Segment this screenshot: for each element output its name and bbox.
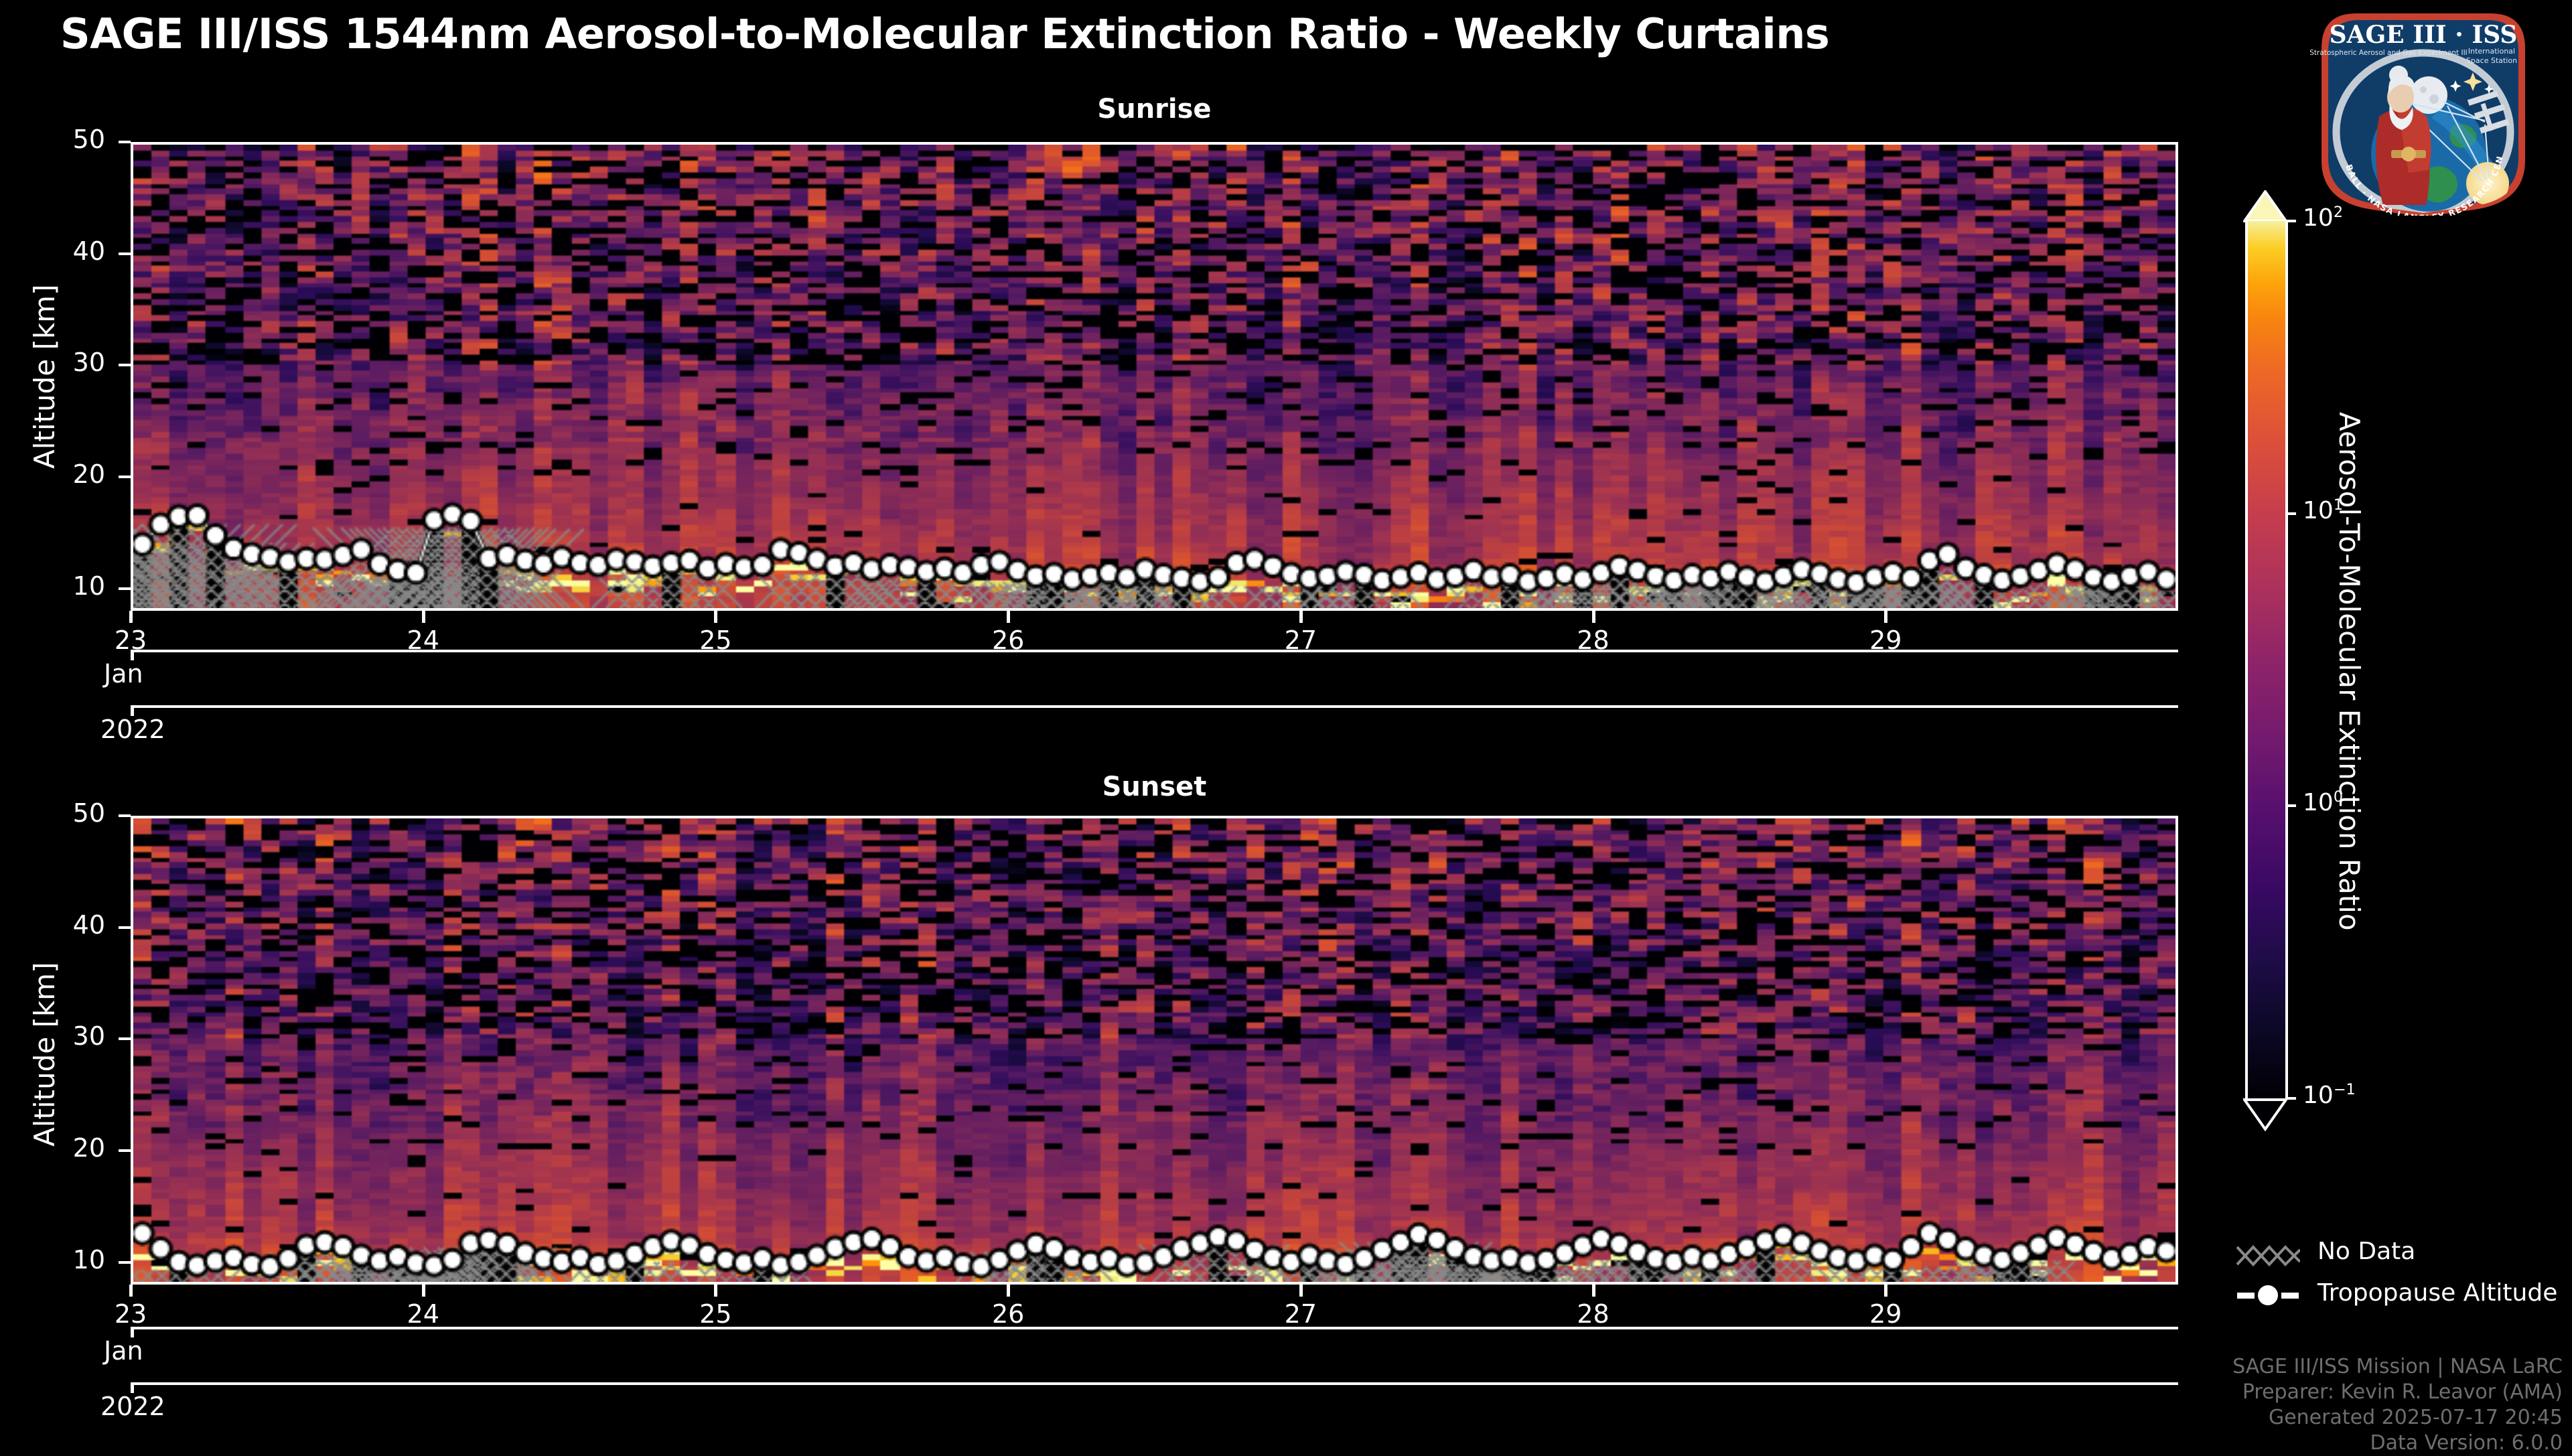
y-tick-mark [119, 587, 131, 590]
month-level-rule-sunrise [131, 650, 2178, 652]
y-tick-label: 30 [72, 348, 105, 378]
colorbar-tick-mark [2285, 220, 2296, 222]
y-tick-mark [119, 141, 131, 143]
y-tick-mark [119, 1037, 131, 1041]
colorbar-extend-bottom-arrow [2243, 1098, 2289, 1131]
month-label-sunrise: Jan [104, 659, 143, 688]
legend-label-tropopause: Tropopause Altitude [2317, 1279, 2558, 1307]
logo-subtitle-right-1: International [2468, 47, 2515, 56]
colorbar-tick-label: 101 [2303, 496, 2344, 524]
footer-line-version: Data Version: 6.0.0 [2370, 1431, 2563, 1455]
x-tick-mark [1591, 611, 1595, 623]
heatmap-plot-sunrise [131, 142, 2178, 611]
y-tick-mark [119, 926, 131, 929]
page-title: SAGE III/ISS 1544nm Aerosol-to-Molecular… [60, 9, 1830, 58]
y-tick-label: 10 [72, 571, 105, 601]
x-tick-mark [1007, 1285, 1011, 1297]
y-tick-label: 20 [72, 459, 105, 489]
y-tick-mark [119, 476, 131, 478]
logo-subtitle-right-2: Space Station [2466, 56, 2517, 65]
colorbar-extend-top-arrow [2243, 190, 2289, 222]
y-tick-label: 20 [72, 1133, 105, 1163]
x-tick-label: 29 [1869, 1299, 1902, 1329]
x-tick-label: 28 [1577, 1299, 1610, 1329]
x-tick-mark [1884, 611, 1888, 623]
x-tick-mark [1884, 1285, 1888, 1297]
tropopause-marker-icon [2237, 1285, 2299, 1305]
x-tick-mark [421, 611, 425, 623]
year-label-sunrise: 2022 [100, 715, 165, 744]
footer-line-preparer: Preparer: Kevin R. Leavor (AMA) [2242, 1380, 2563, 1404]
y-tick-mark [119, 1149, 131, 1152]
colorbar-tick-mark [2285, 804, 2296, 808]
x-tick-mark [421, 1285, 425, 1297]
year-level-tick-sunrise [131, 705, 134, 716]
x-tick-mark [1299, 611, 1303, 623]
y-tick-mark [119, 814, 131, 817]
colorbar-tick-mark [2285, 1097, 2296, 1100]
colorbar-tick-label: 102 [2303, 204, 2344, 232]
x-tick-mark [129, 611, 133, 623]
x-tick-label: 24 [407, 1299, 439, 1329]
legend-label-no-data: No Data [2317, 1238, 2416, 1265]
y-axis-label-sunset: Altitude [km] [28, 962, 61, 1147]
heatmap-plot-sunset [131, 816, 2178, 1285]
year-level-tick-sunset [131, 1382, 134, 1393]
panel-title-sunrise: Sunrise [1097, 94, 1212, 125]
y-tick-label: 30 [72, 1021, 105, 1051]
x-tick-mark [1299, 1285, 1303, 1297]
x-tick-mark [714, 1285, 718, 1297]
x-tick-label: 27 [1284, 1299, 1317, 1329]
y-tick-label: 50 [72, 125, 105, 154]
panel-title-sunset: Sunset [1102, 772, 1207, 802]
no-data-hatch-icon [2236, 1245, 2300, 1266]
footer-credits: SAGE III/ISS Mission | NASA LaRC Prepare… [2232, 1354, 2563, 1456]
y-tick-label: 40 [72, 236, 105, 266]
month-level-tick-sunset [131, 1327, 134, 1337]
logo-title: SAGE III · ISS [2330, 21, 2518, 49]
colorbar-axis-label: Aerosol-To-Molecular Extinction Ratio [2333, 412, 2366, 931]
y-tick-mark [119, 252, 131, 255]
month-level-tick-sunrise [131, 650, 134, 660]
y-tick-label: 10 [72, 1244, 105, 1275]
colorbar-tick-label: 100 [2303, 788, 2344, 817]
y-tick-mark [119, 1260, 131, 1264]
colorbar-tick-label: 10−1 [2303, 1081, 2356, 1109]
footer-line-mission: SAGE III/ISS Mission | NASA LaRC [2232, 1355, 2563, 1378]
x-tick-label: 26 [991, 1299, 1025, 1329]
colorbar-gradient [2245, 221, 2288, 1098]
sage-iii-iss-mission-patch-logo: BALL · NASA LANGLEY RESEARCH CENTER · TA… [2305, 0, 2537, 223]
x-tick-mark [714, 611, 718, 623]
month-label-sunset: Jan [104, 1336, 143, 1366]
year-level-rule-sunrise [131, 705, 2178, 708]
year-level-rule-sunset [131, 1382, 2178, 1385]
x-tick-mark [1007, 611, 1011, 623]
colorbar-tick-mark [2285, 512, 2296, 515]
x-tick-label: 23 [114, 1299, 147, 1329]
month-level-rule-sunset [131, 1327, 2178, 1329]
x-tick-label: 25 [699, 1299, 732, 1329]
logo-subtitle-left: Stratospheric Aerosol and Gas Experiment… [2309, 49, 2468, 57]
y-tick-mark [119, 364, 131, 367]
footer-line-generated: Generated 2025-07-17 20:45 [2268, 1406, 2563, 1429]
x-tick-mark [129, 1285, 133, 1297]
y-tick-label: 50 [72, 798, 105, 828]
year-label-sunset: 2022 [100, 1392, 165, 1421]
x-tick-mark [1591, 1285, 1595, 1297]
y-tick-label: 40 [72, 909, 105, 940]
